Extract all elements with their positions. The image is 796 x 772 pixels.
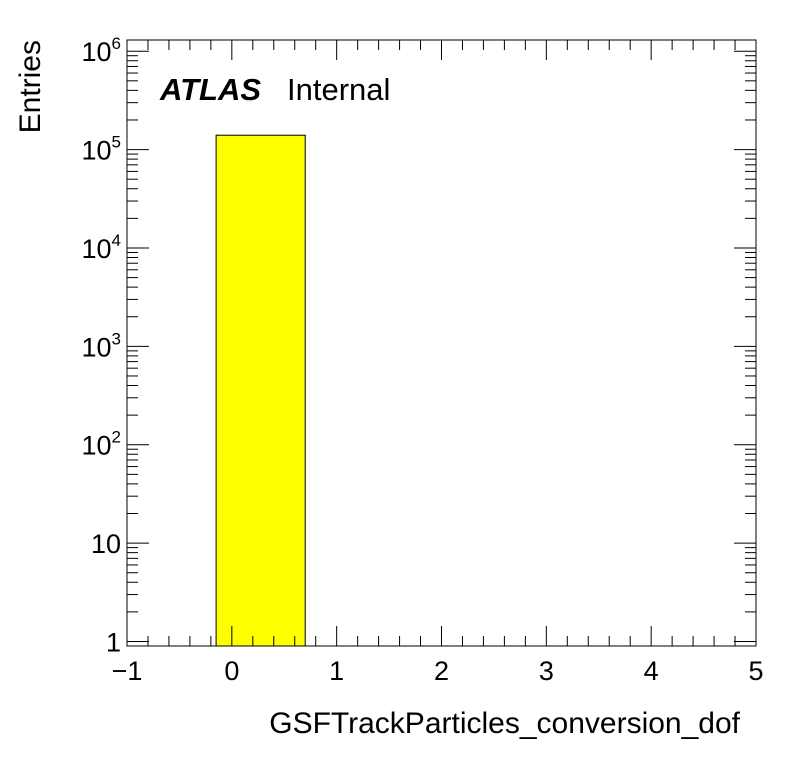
histogram-bar-0	[215, 134, 306, 647]
x-tick-label: 0	[224, 656, 239, 686]
y-tick-label: 106	[81, 34, 121, 67]
y-tick-label: 105	[81, 133, 121, 166]
internal-label: Internal	[287, 72, 390, 107]
y-tick-labels: 1 10 102 103 104 105 106	[81, 34, 121, 657]
x-tick-label: 2	[434, 656, 449, 686]
x-tick-label: 4	[644, 656, 659, 686]
atlas-label: ATLAS	[159, 72, 261, 107]
histogram-bars	[215, 134, 306, 647]
y-tick-label: 102	[81, 428, 121, 461]
y-tick-label: 10	[91, 529, 121, 559]
x-axis-title: GSFTrackParticles_conversion_dof	[269, 707, 740, 740]
axis-ticks	[126, 40, 757, 647]
y-axis-title: Entries	[14, 40, 47, 133]
x-tick-label: 3	[539, 656, 554, 686]
x-tick-labels: −1 0 1 2 3 4 5	[112, 656, 764, 686]
y-tick-label: 103	[81, 329, 121, 362]
y-tick-label: 104	[81, 231, 121, 264]
x-tick-label: 1	[329, 656, 344, 686]
x-tick-label: 5	[748, 656, 763, 686]
x-tick-label: −1	[112, 656, 143, 686]
y-tick-label: 1	[106, 627, 121, 657]
